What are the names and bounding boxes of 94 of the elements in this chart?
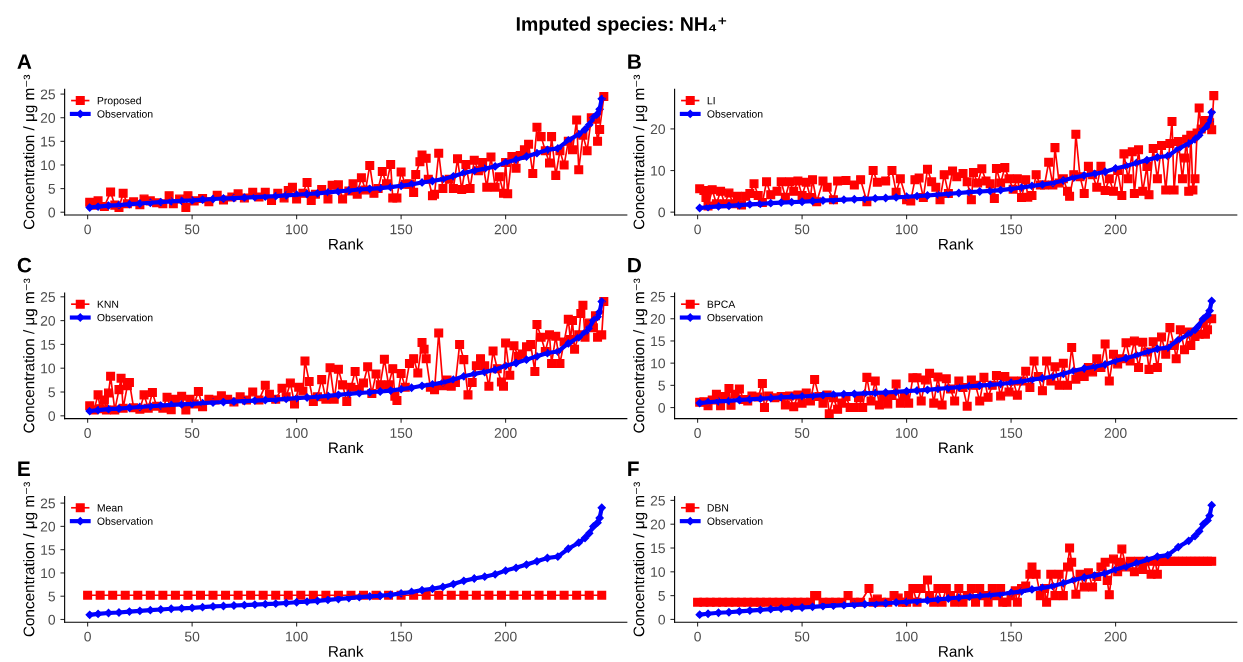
- y-tick-label: 10: [651, 358, 666, 369]
- legend-label: Observation: [707, 110, 763, 118]
- x-tick-label: 150: [390, 428, 413, 438]
- x-tick-label: 0: [84, 224, 91, 235]
- x-tick-label: 50: [794, 428, 810, 438]
- x-axis-title: Rank: [939, 645, 974, 657]
- x-tick-label: 150: [390, 224, 413, 235]
- y-tick-label: 20: [40, 113, 56, 123]
- x-tick-label: 50: [184, 428, 200, 438]
- x-axis-title: Rank: [329, 442, 364, 454]
- x-tick-label: 0: [694, 428, 701, 438]
- x-tick-label: 150: [1000, 224, 1023, 235]
- chart-title: B: [628, 54, 641, 69]
- y-tick-label: 0: [48, 207, 56, 218]
- y-tick-label: 10: [651, 567, 666, 577]
- x-axis-title: Rank: [329, 238, 364, 250]
- x-tick-label: 0: [84, 631, 91, 642]
- legend-label: Observation: [97, 110, 153, 118]
- legend-label: Observation: [97, 517, 153, 525]
- chart-title: F: [628, 461, 639, 476]
- x-tick-label: 0: [84, 428, 91, 438]
- x-tick-label: 200: [1104, 631, 1127, 642]
- legend-label: KNN: [97, 300, 119, 308]
- y-tick-label: 25: [650, 495, 665, 506]
- y-tick-label: 20: [650, 519, 666, 530]
- y-tick-label: 0: [658, 207, 666, 218]
- y-tick-label: 20: [40, 521, 56, 532]
- y-tick-label: 25: [40, 498, 56, 509]
- y-tick-label: 0: [48, 614, 56, 625]
- y-axis-title: Concentration / μg m⁻³: [633, 74, 648, 230]
- y-axis-title: Concentration / μg m⁻³: [23, 278, 38, 433]
- chart-title: C: [17, 257, 32, 273]
- y-tick-label: 10: [41, 568, 56, 579]
- y-axis-title: Concentration / μg m⁻³: [23, 482, 38, 637]
- legend-label: LI: [707, 97, 715, 105]
- chart-title: D: [628, 257, 641, 273]
- y-tick-label: 10: [41, 160, 56, 171]
- y-tick-label: 25: [40, 292, 56, 302]
- x-axis-title: Rank: [329, 645, 364, 657]
- y-axis-title: Concentration / μg m⁻³: [633, 278, 648, 433]
- x-tick-label: 200: [494, 428, 517, 438]
- x-tick-label: 50: [184, 224, 200, 235]
- x-tick-label: 50: [794, 224, 810, 235]
- y-tick-label: 20: [40, 315, 56, 326]
- x-tick-label: 100: [896, 428, 918, 438]
- legend-label: Observation: [707, 517, 763, 525]
- x-tick-label: 100: [896, 631, 918, 642]
- legend-label: BPCA: [707, 300, 736, 308]
- x-tick-label: 100: [286, 224, 308, 235]
- y-tick-label: 0: [48, 411, 56, 421]
- y-tick-label: 5: [48, 184, 56, 194]
- y-tick-label: 20: [650, 124, 666, 135]
- y-tick-label: 15: [651, 336, 665, 347]
- legend-label: Observation: [97, 313, 153, 322]
- y-tick-label: 25: [650, 291, 665, 302]
- x-tick-label: 200: [1104, 224, 1127, 235]
- x-tick-label: 150: [390, 631, 413, 642]
- y-tick-label: 10: [651, 165, 666, 176]
- y-tick-label: 10: [41, 363, 56, 374]
- x-tick-label: 50: [184, 631, 200, 642]
- y-tick-label: 5: [658, 380, 665, 391]
- y-tick-label: 15: [41, 339, 56, 350]
- legend-label: Proposed: [97, 96, 141, 107]
- x-tick-label: 200: [494, 631, 517, 642]
- chart-title: A: [17, 54, 32, 69]
- x-tick-label: 200: [494, 224, 517, 235]
- legend-label: Mean: [97, 504, 123, 512]
- y-tick-label: 5: [48, 387, 56, 398]
- y-tick-label: 15: [41, 136, 56, 147]
- y-tick-label: 0: [658, 614, 666, 625]
- y-tick-label: 15: [651, 543, 665, 554]
- y-tick-label: 20: [650, 314, 666, 324]
- y-tick-label: 0: [658, 402, 666, 413]
- y-tick-label: 5: [658, 591, 665, 601]
- y-axis-title: Concentration / μg m⁻³: [23, 74, 38, 230]
- x-tick-label: 0: [694, 631, 701, 642]
- chart-title: E: [18, 461, 30, 476]
- x-tick-label: 100: [286, 631, 308, 642]
- x-tick-label: 150: [1000, 428, 1023, 438]
- x-tick-label: 200: [1104, 428, 1127, 438]
- x-tick-label: 50: [794, 631, 810, 642]
- x-axis-title: Rank: [939, 238, 974, 250]
- y-tick-label: 15: [41, 545, 56, 555]
- text: Imputed species: NH₄⁺: [516, 16, 727, 35]
- y-axis-title: Concentration / μg m⁻³: [633, 482, 648, 637]
- y-tick-label: 25: [40, 89, 56, 100]
- x-tick-label: 150: [1000, 631, 1023, 642]
- legend-label: Observation: [707, 313, 763, 322]
- x-tick-label: 100: [896, 224, 918, 235]
- x-tick-label: 100: [286, 428, 308, 438]
- x-tick-label: 0: [694, 224, 701, 235]
- x-axis-title: Rank: [939, 442, 974, 454]
- legend-label: DBN: [707, 504, 729, 512]
- y-tick-label: 5: [48, 591, 56, 602]
